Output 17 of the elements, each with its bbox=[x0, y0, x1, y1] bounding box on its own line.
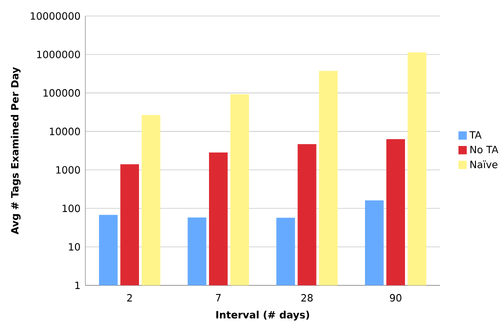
legend-label: No TA bbox=[470, 146, 498, 154]
x-tick-label: 2 bbox=[127, 294, 132, 302]
legend-label: Naïve bbox=[470, 160, 498, 168]
x-axis-title: Interval (# days) bbox=[216, 310, 310, 320]
x-tick-label: 90 bbox=[390, 294, 402, 302]
x-tick-label: 28 bbox=[301, 294, 313, 302]
legend-label: TA bbox=[469, 131, 482, 138]
y-tick-label: 100 bbox=[62, 204, 80, 212]
y-tick-label: 1000 bbox=[56, 166, 80, 174]
y-tick-label: 10 bbox=[69, 242, 80, 250]
y-axis-title: Avg # Tags Examined Per Day bbox=[10, 66, 21, 234]
x-tick-label: 7 bbox=[216, 294, 221, 302]
y-tick-label: 10000 bbox=[50, 127, 80, 136]
y-tick-label: 1000000 bbox=[37, 50, 80, 58]
y-tick-label: 10000000 bbox=[30, 12, 80, 20]
y-tick-label: 100000 bbox=[44, 89, 80, 97]
y-tick-label: 1 bbox=[75, 282, 80, 289]
